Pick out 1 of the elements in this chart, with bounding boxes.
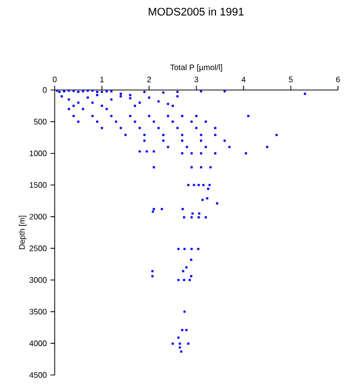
chart-title: MODS2005 in 1991 — [148, 8, 244, 16]
